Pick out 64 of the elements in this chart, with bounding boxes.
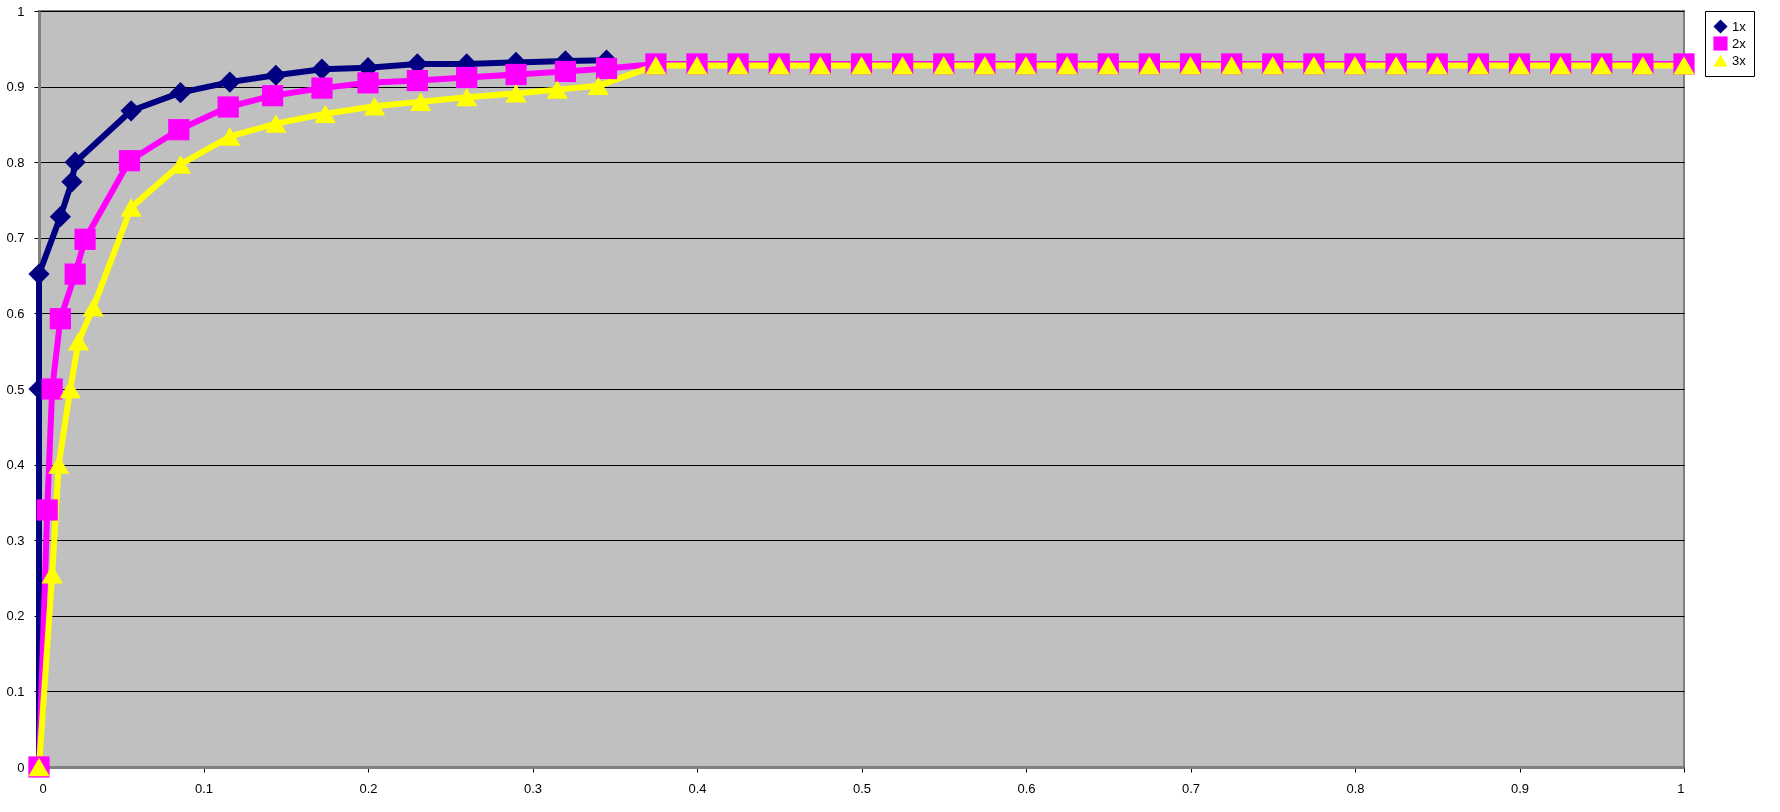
y-tick-label: 0.4 [6,457,25,473]
point [265,64,287,86]
x-tick-label: 0.9 [1510,780,1530,796]
x-tick-label: 0.2 [359,780,378,796]
x-tick-label: 0.4 [688,780,707,796]
x-tick-label: 0.3 [523,780,543,796]
legend-label: 2x [1732,35,1747,51]
x-tick-label: 0.7 [1181,780,1201,796]
y-tick-label: 0.9 [6,79,25,95]
y-tick-label: 0.6 [6,305,25,321]
point [554,60,577,83]
point [49,206,71,228]
point [314,104,336,123]
point [546,80,568,99]
point [59,379,81,399]
point [406,69,428,92]
y-tick-label: 0.3 [6,532,25,548]
point [48,455,70,474]
point [120,100,142,122]
point [74,228,96,250]
x-tick-label: 0.5 [852,780,872,796]
legend-label: 3x [1732,52,1747,68]
y-tick-label: 1 [17,3,25,19]
point [28,263,50,285]
y-tick-label: 0.5 [6,381,25,397]
legend-label: 1x [1732,18,1747,34]
point [261,85,284,107]
point [456,88,478,107]
point [219,127,241,146]
point [505,63,527,86]
point [67,332,90,351]
point [64,263,86,285]
point [61,171,83,193]
point [265,114,287,133]
x-tick-label: 0.8 [1346,780,1365,796]
point [456,66,478,89]
point [505,84,527,103]
point [36,499,58,521]
y-tick-label: 0 [17,759,25,775]
x-tick-label: 1 [1677,780,1685,796]
point [118,150,141,172]
y-tick-label: 0.8 [6,154,25,170]
point [363,97,386,116]
x-tick-label: 0.1 [194,780,214,796]
point [82,298,104,317]
point [169,82,192,104]
point [168,119,190,141]
x-tick-label: 0 [39,780,47,796]
x-tick-label: 0.6 [1017,780,1036,796]
point [595,57,618,80]
point [49,308,71,330]
point [311,77,333,99]
y-tick-label: 0.2 [6,608,25,624]
point [41,378,63,400]
point [410,92,432,111]
point [311,58,333,80]
y-tick-label: 0.1 [6,683,25,699]
point [587,76,609,96]
point [120,198,142,217]
point [217,96,239,118]
y-tick-label: 0.7 [6,230,25,246]
point [64,151,86,173]
point [357,72,379,94]
point [219,71,241,93]
